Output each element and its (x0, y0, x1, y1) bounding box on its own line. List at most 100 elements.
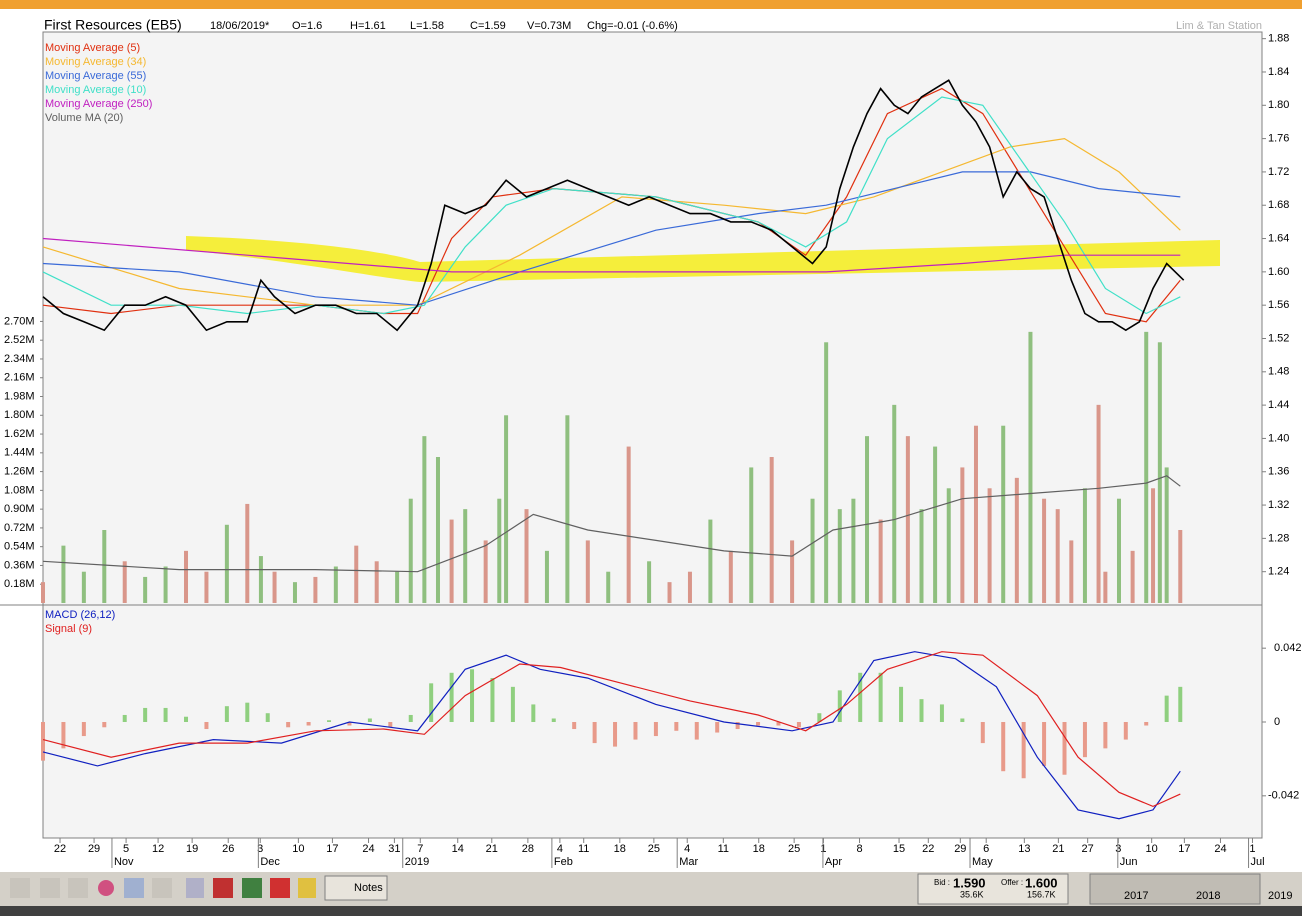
volume-bar (224, 524, 229, 603)
volume-bar (61, 545, 66, 603)
macd-histogram-bar (510, 686, 515, 722)
sr-button[interactable] (270, 878, 290, 898)
offer-size: 156.7K (1027, 889, 1056, 899)
x-tick-label: 4 (684, 843, 690, 855)
volume-tick-label: 1.26M (4, 466, 35, 478)
volume-bar (1042, 498, 1047, 603)
volume-tick-label: 1.80M (4, 409, 35, 421)
volume-bar (919, 509, 924, 603)
bid-label: Bid : (934, 878, 950, 887)
macd-histogram-bar (776, 722, 781, 726)
volume-tick-label: 1.44M (4, 447, 35, 459)
x-tick-label: 6 (983, 843, 989, 855)
timeline-scroller[interactable] (1089, 873, 1261, 905)
month-label: Jul (1251, 856, 1265, 868)
x-tick-label: 17 (1178, 843, 1190, 855)
y-tick-label: 1.68 (1268, 199, 1289, 211)
macd-histogram-bar (1062, 722, 1067, 775)
macd-histogram-bar (286, 722, 291, 728)
y-tick-label: 1.44 (1268, 399, 1289, 411)
macd-histogram-bar (1164, 695, 1169, 722)
volume-tick-label: 0.36M (4, 559, 35, 571)
macd-histogram-bar (1123, 722, 1128, 740)
volume-bar (708, 519, 713, 603)
x-tick-label: 18 (614, 843, 626, 855)
alert-button[interactable] (298, 878, 316, 898)
x-tick-label: 3 (257, 843, 263, 855)
bid-size: 35.6K (960, 889, 984, 899)
macd-histogram-bar (715, 722, 720, 733)
tool-button[interactable] (186, 878, 204, 898)
volume-bar (272, 571, 277, 603)
status-strip (0, 906, 1302, 916)
macd-histogram-bar (572, 722, 577, 730)
x-tick-label: 1 (820, 843, 826, 855)
volume-bar (524, 509, 529, 603)
quote-box (917, 873, 1069, 905)
macd-histogram-bar (143, 707, 148, 722)
macd-histogram-bar (858, 672, 863, 722)
toolbar-icons[interactable] (10, 875, 388, 901)
volume-bar (333, 566, 338, 603)
volume-bar (1014, 477, 1019, 603)
y-tick-label: 1.84 (1268, 66, 1289, 78)
macd-histogram-bar (429, 683, 434, 722)
y-tick-label: 1.24 (1268, 566, 1289, 578)
volume-bar (749, 467, 754, 603)
volume-bar (1144, 331, 1149, 603)
macd-histogram-bar (327, 720, 332, 722)
macd-histogram-bar (960, 718, 965, 722)
volume-bar (354, 545, 359, 603)
year-label: 2019 (1268, 890, 1292, 902)
volume-bar (987, 488, 992, 603)
volume-bar (1055, 509, 1060, 603)
header-change: Chg=-0.01 (-0.6%) (587, 20, 678, 32)
tool-button[interactable] (124, 878, 144, 898)
x-tick-label: 28 (522, 843, 534, 855)
volume-bar (1157, 342, 1162, 603)
month-label: Mar (679, 856, 698, 868)
macd-histogram-bar (674, 722, 679, 731)
macd-histogram-bar (735, 722, 740, 730)
volume-bar (408, 498, 413, 603)
macd-histogram-bar (939, 704, 944, 722)
volume-bar (1028, 331, 1033, 603)
header-low: L=1.58 (410, 20, 444, 32)
notes-button[interactable] (324, 875, 388, 901)
month-label: Jun (1120, 856, 1138, 868)
macd-histogram-bar (796, 722, 801, 728)
macd-histogram-bar (102, 722, 107, 728)
macd-histogram-bar (1144, 722, 1149, 726)
x-tick-label: 12 (152, 843, 164, 855)
y-tick-label: 1.28 (1268, 532, 1289, 544)
x-tick-label: 26 (222, 843, 234, 855)
volume-tick-label: 0.18M (4, 578, 35, 590)
volume-bar (810, 498, 815, 603)
volume-bar (483, 540, 488, 603)
x-tick-label: 17 (326, 843, 338, 855)
macd-tick-label: 0 (1274, 716, 1280, 728)
volume-bar (647, 561, 652, 603)
pan-button[interactable] (152, 878, 172, 898)
macd-histogram-bar (408, 714, 413, 722)
x-tick-label: 18 (753, 843, 765, 855)
macd-histogram-bar (653, 722, 658, 737)
tool-button[interactable] (40, 878, 60, 898)
month-label: Dec (260, 856, 280, 868)
x-tick-label: 25 (648, 843, 660, 855)
month-label: Feb (554, 856, 573, 868)
macd-histogram-bar (551, 718, 556, 722)
macd-histogram-bar (694, 722, 699, 740)
x-tick-label: 21 (486, 843, 498, 855)
year-label: 2018 (1196, 890, 1220, 902)
macd-histogram-bar (592, 722, 597, 744)
menu-button[interactable] (10, 878, 30, 898)
tool-button[interactable] (68, 878, 88, 898)
x-tick-label: 11 (718, 843, 729, 855)
tool-button[interactable] (213, 878, 233, 898)
volume-bar (395, 571, 400, 603)
tool-button[interactable] (242, 878, 262, 898)
color-button[interactable] (98, 880, 114, 896)
x-tick-label: 27 (1082, 843, 1094, 855)
